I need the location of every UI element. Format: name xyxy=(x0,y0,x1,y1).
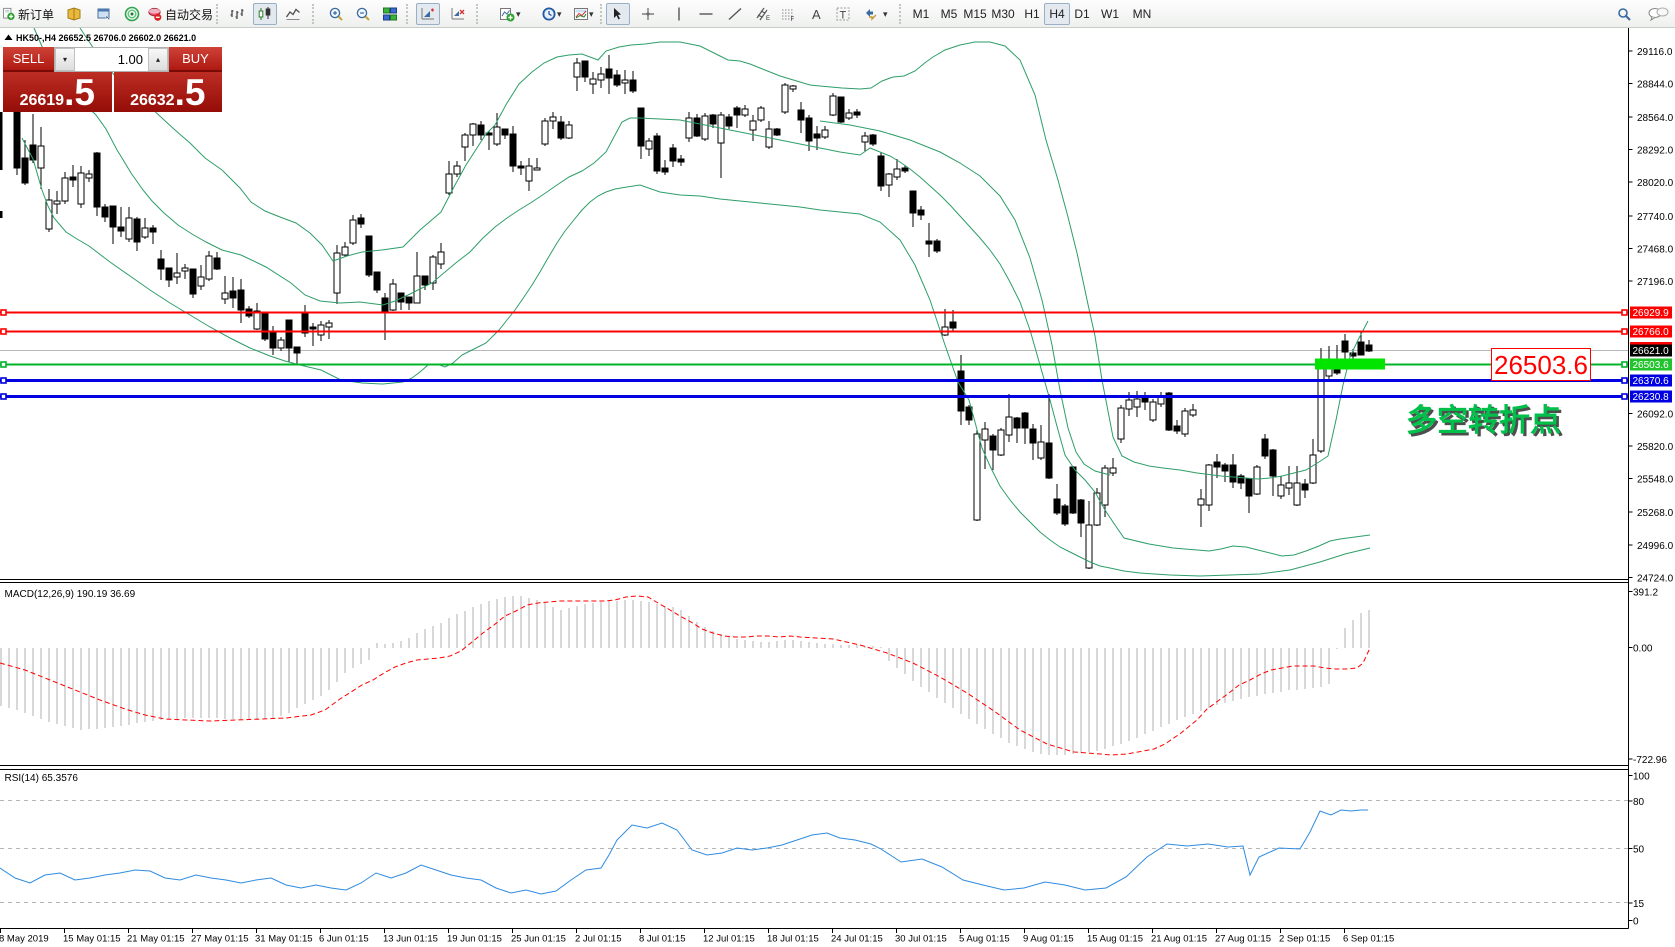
svg-text:24996.0: 24996.0 xyxy=(1637,541,1674,552)
svg-text:27 May 01:15: 27 May 01:15 xyxy=(191,934,249,945)
svg-text:25548.0: 25548.0 xyxy=(1637,475,1674,486)
svg-text:28020.0: 28020.0 xyxy=(1637,178,1674,189)
svg-text:26929.9: 26929.9 xyxy=(1633,308,1670,319)
svg-text:29116.0: 29116.0 xyxy=(1637,47,1673,58)
svg-text:27740.0: 27740.0 xyxy=(1637,212,1674,223)
svg-text:24 Jul 01:15: 24 Jul 01:15 xyxy=(831,934,883,945)
svg-text:100: 100 xyxy=(1633,772,1650,783)
svg-text:5 Aug 01:15: 5 Aug 01:15 xyxy=(959,934,1010,945)
svg-text:2 Jul 01:15: 2 Jul 01:15 xyxy=(575,934,621,945)
svg-text:6 Jun 01:15: 6 Jun 01:15 xyxy=(319,934,369,945)
svg-text:28564.0: 28564.0 xyxy=(1637,113,1674,124)
svg-text:24724.0: 24724.0 xyxy=(1637,573,1674,584)
svg-text:30 Jul 01:15: 30 Jul 01:15 xyxy=(895,934,947,945)
svg-text:21 May 01:15: 21 May 01:15 xyxy=(127,934,185,945)
svg-text:0: 0 xyxy=(1633,917,1639,928)
svg-text:12 Jul 01:15: 12 Jul 01:15 xyxy=(703,934,755,945)
svg-text:19 Jun 01:15: 19 Jun 01:15 xyxy=(447,934,502,945)
svg-text:E: E xyxy=(766,16,770,22)
svg-text:2 Sep 01:15: 2 Sep 01:15 xyxy=(1279,934,1330,945)
svg-text:26092.0: 26092.0 xyxy=(1637,409,1674,420)
svg-text:多空转折点: 多空转折点 xyxy=(1406,403,1561,438)
svg-text:15 May 01:15: 15 May 01:15 xyxy=(63,934,121,945)
svg-text:80: 80 xyxy=(1633,797,1645,808)
svg-text:28844.0: 28844.0 xyxy=(1637,79,1674,90)
svg-text:26621.0: 26621.0 xyxy=(1633,346,1670,357)
svg-text:RSI(14) 65.3576: RSI(14) 65.3576 xyxy=(5,773,79,784)
svg-text:MACD(12,26,9) 190.19 36.69: MACD(12,26,9) 190.19 36.69 xyxy=(5,589,136,600)
svg-text:25820.0: 25820.0 xyxy=(1637,442,1674,453)
svg-text:27 Aug 01:15: 27 Aug 01:15 xyxy=(1215,934,1271,945)
svg-text:13 Jun 01:15: 13 Jun 01:15 xyxy=(383,934,438,945)
svg-text:26503.6: 26503.6 xyxy=(1494,350,1588,380)
svg-text:26766.0: 26766.0 xyxy=(1633,327,1670,338)
svg-text:50: 50 xyxy=(1633,845,1645,856)
svg-text:27468.0: 27468.0 xyxy=(1637,244,1674,255)
svg-text:0.00: 0.00 xyxy=(1633,644,1653,655)
svg-text:21 Aug 01:15: 21 Aug 01:15 xyxy=(1151,934,1207,945)
svg-text:15 Aug 01:15: 15 Aug 01:15 xyxy=(1087,934,1143,945)
svg-text:391.2: 391.2 xyxy=(1633,588,1658,599)
svg-text:F: F xyxy=(791,17,795,22)
svg-text:T: T xyxy=(840,10,847,22)
svg-text:27196.0: 27196.0 xyxy=(1637,277,1674,288)
svg-text:31 May 01:15: 31 May 01:15 xyxy=(255,934,313,945)
svg-text:9 Aug 01:15: 9 Aug 01:15 xyxy=(1023,934,1074,945)
svg-text:26230.8: 26230.8 xyxy=(1633,392,1670,403)
svg-text:25268.0: 25268.0 xyxy=(1637,508,1674,519)
svg-text:6 Sep 01:15: 6 Sep 01:15 xyxy=(1343,934,1394,945)
svg-text:HK50-,H4 26652.5 26706.0 2660: HK50-,H4 26652.5 26706.0 26602.0 26621.0 xyxy=(16,33,196,43)
svg-text:18 Jul 01:15: 18 Jul 01:15 xyxy=(767,934,819,945)
svg-text:8 Jul 01:15: 8 Jul 01:15 xyxy=(639,934,685,945)
svg-text:26503.6: 26503.6 xyxy=(1633,360,1670,371)
svg-text:28292.0: 28292.0 xyxy=(1637,146,1674,157)
svg-text:-722.96: -722.96 xyxy=(1633,755,1667,766)
svg-text:25 Jun 01:15: 25 Jun 01:15 xyxy=(511,934,566,945)
svg-text:8 May 2019: 8 May 2019 xyxy=(0,934,49,945)
svg-text:26370.6: 26370.6 xyxy=(1633,376,1670,387)
svg-text:15: 15 xyxy=(1633,899,1645,910)
svg-text:A: A xyxy=(812,7,821,22)
